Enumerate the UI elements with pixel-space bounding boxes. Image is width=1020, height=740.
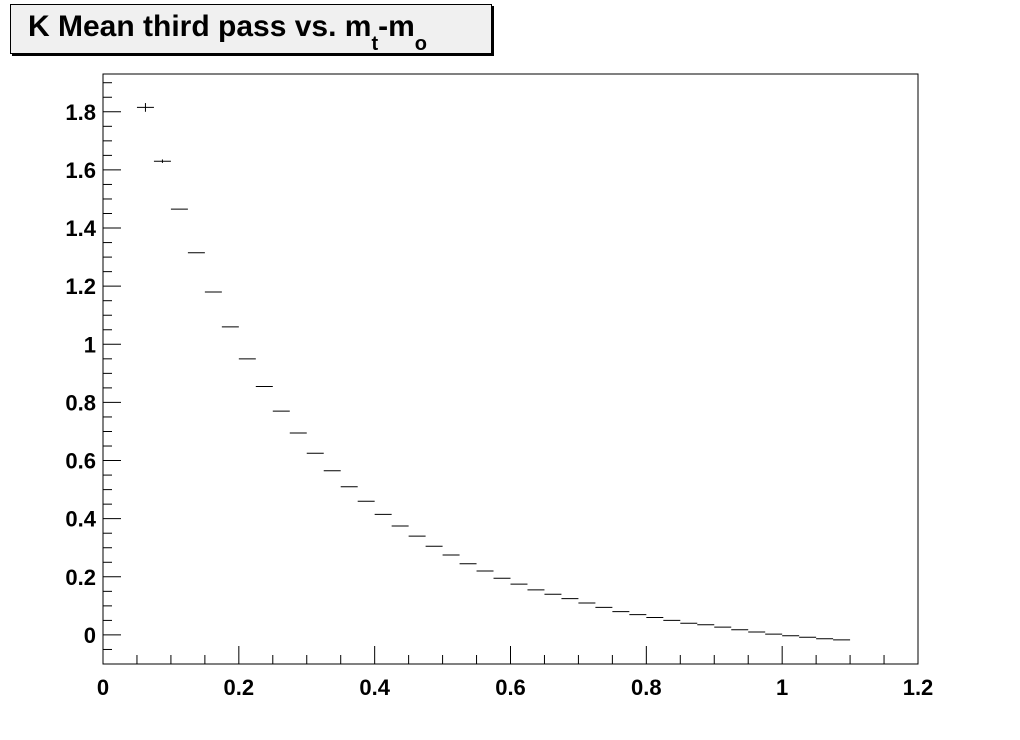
x-tick-label: 1 [776, 675, 788, 700]
y-tick-label: 1.6 [65, 158, 96, 183]
x-tick-label: 0.2 [224, 675, 255, 700]
plot-frame [102, 73, 919, 665]
x-tick-label: 1.2 [903, 675, 934, 700]
data-point [153, 159, 171, 163]
y-tick-label: 0.8 [65, 390, 96, 415]
title-mid: -m [378, 10, 415, 43]
data-points [136, 103, 851, 641]
y-axis-tick-labels: 0 0.2 0.4 0.6 0.8 1 1.2 1.4 1.6 1.8 [65, 100, 96, 648]
title-box: K Mean third pass vs. mt-mo [10, 4, 492, 55]
y-tick-label: 0.4 [65, 507, 96, 532]
data-point [136, 103, 154, 112]
y-tick-label: 0.2 [65, 565, 96, 590]
x-tick-label: 0.8 [631, 675, 662, 700]
x-tick-label: 0.4 [359, 675, 390, 700]
x-axis-ticks [102, 646, 919, 664]
title-subscript-o: o [414, 33, 427, 55]
y-tick-label: 0.6 [65, 449, 96, 474]
chart-title: K Mean third pass vs. mt-mo [28, 10, 427, 55]
y-tick-label: 1.8 [65, 100, 96, 125]
title-main: K Mean third pass vs. m [28, 10, 372, 43]
y-tick-label: 1 [84, 332, 96, 357]
title-subscript-t: t [371, 33, 379, 55]
y-tick-label: 1.4 [65, 216, 96, 241]
x-axis-tick-labels: 0 0.2 0.4 0.6 0.8 1 1.2 [97, 675, 933, 700]
y-tick-label: 1.2 [65, 274, 96, 299]
y-tick-label: 0 [84, 623, 96, 648]
y-axis-ticks [103, 82, 121, 665]
x-tick-label: 0.6 [495, 675, 526, 700]
x-tick-label: 0 [97, 675, 109, 700]
